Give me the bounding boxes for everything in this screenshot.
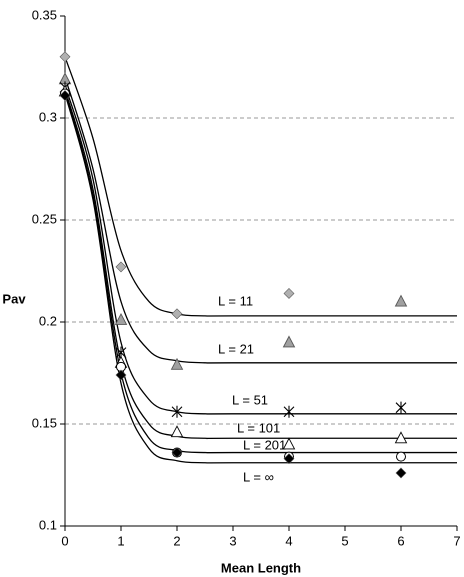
series-label: L = 51 xyxy=(232,392,268,407)
marker xyxy=(170,425,184,438)
x-tick-label: 1 xyxy=(117,533,124,548)
marker xyxy=(114,312,128,325)
y-tick-label: 0.35 xyxy=(32,7,57,22)
series-label: L = 201 xyxy=(243,437,286,452)
fit-curve xyxy=(64,77,457,364)
marker xyxy=(396,451,406,462)
marker xyxy=(394,431,408,444)
marker xyxy=(171,447,183,458)
y-tick-label: 0.1 xyxy=(39,517,57,532)
x-tick-label: 4 xyxy=(285,533,292,548)
series-label: L = 21 xyxy=(218,341,254,356)
x-tick-label: 3 xyxy=(229,533,236,548)
marker xyxy=(283,288,295,299)
x-tick-label: 0 xyxy=(61,533,68,548)
marker xyxy=(283,453,295,465)
y-tick-label: 0.25 xyxy=(32,211,57,226)
marker xyxy=(171,405,183,418)
marker xyxy=(115,261,127,273)
y-axis-label: Pav xyxy=(2,291,26,306)
series-label: L = 11 xyxy=(218,293,253,308)
marker xyxy=(115,369,127,381)
marker xyxy=(395,467,407,479)
y-tick-label: 0.3 xyxy=(39,109,57,124)
y-tick-label: 0.15 xyxy=(32,415,57,430)
fit-curve xyxy=(64,91,457,454)
x-axis-label: Mean Length xyxy=(221,560,301,575)
marker xyxy=(171,308,183,320)
series-label: L = 101 xyxy=(237,420,280,435)
x-tick-label: 2 xyxy=(173,533,180,548)
fit-curve xyxy=(64,56,457,317)
series-label: L = ∞ xyxy=(243,469,274,484)
marker xyxy=(170,357,184,370)
x-tick-label: 7 xyxy=(453,533,460,548)
marker xyxy=(395,401,407,414)
marker xyxy=(283,405,295,418)
marker xyxy=(282,335,296,348)
marker xyxy=(59,51,71,63)
marker xyxy=(282,437,296,450)
fit-curve xyxy=(64,93,457,464)
fit-curve xyxy=(64,85,457,415)
x-tick-label: 5 xyxy=(341,533,348,548)
x-tick-label: 6 xyxy=(397,533,404,548)
y-tick-label: 0.2 xyxy=(39,313,57,328)
marker xyxy=(59,90,71,101)
fit-curve xyxy=(64,89,457,440)
marker xyxy=(394,294,408,307)
